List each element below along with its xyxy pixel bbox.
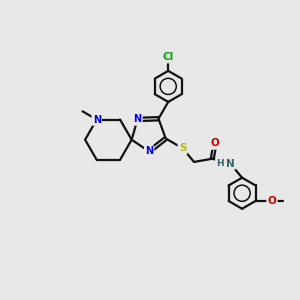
Text: N: N (134, 115, 142, 124)
Text: Cl: Cl (163, 52, 174, 62)
Text: N: N (93, 115, 101, 124)
Text: S: S (179, 143, 186, 153)
Text: H: H (216, 159, 224, 168)
Text: N: N (145, 146, 153, 157)
Text: O: O (211, 138, 219, 148)
Text: N: N (226, 158, 235, 169)
Text: O: O (268, 196, 276, 206)
